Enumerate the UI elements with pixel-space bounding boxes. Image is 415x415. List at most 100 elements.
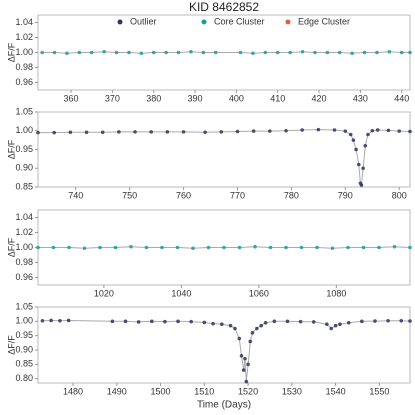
x-tick-label: 1490 (107, 386, 127, 396)
data-point (49, 318, 53, 323)
data-point (139, 51, 144, 56)
y-tick-label: 1.02 (15, 227, 33, 237)
data-point (160, 245, 164, 250)
data-point (181, 130, 186, 134)
data-point (387, 49, 392, 54)
data-point (84, 130, 89, 135)
x-tick-label: 400 (229, 93, 244, 103)
data-point (102, 49, 106, 54)
x-tick-label: 1020 (94, 288, 114, 298)
data-point (117, 130, 121, 134)
data-point (377, 245, 381, 250)
connector-line (38, 129, 411, 187)
data-point (244, 379, 249, 384)
legend-label: Edge Cluster (298, 16, 350, 26)
data-point (333, 323, 338, 328)
data-point (123, 319, 128, 324)
data-point (325, 322, 329, 327)
data-point (316, 127, 321, 132)
data-point (100, 130, 105, 135)
legend-label: Core Cluster (214, 16, 265, 26)
data-point (203, 130, 207, 135)
data-point (127, 50, 131, 55)
data-point (175, 245, 180, 250)
data-point (313, 50, 317, 55)
data-point (268, 245, 273, 250)
x-tick-label: 740 (68, 190, 83, 200)
x-tick-label: 1480 (63, 386, 83, 396)
data-point (82, 246, 87, 251)
data-point (98, 245, 102, 250)
data-point (329, 326, 334, 331)
data-point (36, 130, 40, 135)
x-tick-label: 380 (146, 93, 161, 103)
x-tick-label: 1510 (194, 386, 214, 396)
data-point (263, 320, 268, 325)
data-point (251, 129, 256, 133)
data-point (263, 50, 268, 55)
data-point (408, 245, 412, 250)
data-point (363, 143, 368, 148)
x-tick-label: 370 (105, 93, 120, 103)
data-point (77, 50, 82, 55)
x-tick-label: 1060 (249, 288, 269, 298)
data-point (65, 51, 69, 56)
data-point (51, 245, 56, 250)
y-tick-label: 1.05 (15, 106, 33, 116)
data-point (325, 50, 330, 55)
y-tick-label: 0.98 (15, 257, 33, 267)
data-point (338, 322, 342, 327)
data-point (268, 129, 272, 133)
data-point (36, 245, 40, 250)
data-point (337, 50, 342, 55)
data-point (359, 183, 364, 187)
y-tick-label: 1.00 (15, 242, 33, 252)
data-point (189, 319, 193, 324)
data-point (40, 50, 44, 55)
x-tick-label: 790 (338, 190, 353, 200)
data-point (392, 244, 397, 249)
x-tick-label: 390 (188, 93, 203, 103)
data-point (222, 245, 226, 250)
data-point (233, 326, 237, 331)
data-point (332, 128, 337, 132)
y-tick-label: 0.90 (15, 163, 33, 173)
data-point (239, 353, 244, 358)
plot-frame (37, 306, 411, 384)
x-tick-label: 440 (394, 93, 409, 103)
data-point (346, 320, 351, 325)
x-tick-label: 760 (176, 190, 191, 200)
x-tick-label: 1500 (151, 386, 171, 396)
data-point (386, 128, 391, 133)
data-point (386, 318, 390, 323)
x-tick-label: 430 (353, 93, 368, 103)
data-point (362, 50, 367, 55)
legend-marker (285, 19, 291, 25)
data-point (361, 245, 366, 250)
data-point (220, 322, 224, 327)
data-point (373, 319, 377, 323)
data-point (259, 323, 264, 328)
data-point (343, 129, 348, 133)
data-point (408, 50, 412, 55)
y-tick-label: 1.04 (15, 212, 33, 222)
data-point (272, 319, 277, 324)
x-axis-label: Time (Days) (197, 400, 251, 411)
data-point (351, 138, 356, 142)
data-point (255, 326, 259, 331)
data-point (228, 323, 233, 328)
chart-title: KID 8462852 (189, 0, 259, 14)
data-point (330, 246, 335, 251)
x-tick-label: 1550 (369, 386, 389, 396)
data-point (211, 321, 215, 326)
data-point (144, 245, 149, 250)
data-point (133, 130, 137, 134)
data-point (191, 246, 195, 251)
x-tick-label: 360 (64, 93, 79, 103)
data-point (52, 130, 56, 135)
y-tick-label: 0.80 (15, 373, 33, 383)
data-point (165, 130, 170, 134)
data-point (360, 319, 364, 324)
data-point (399, 318, 404, 323)
